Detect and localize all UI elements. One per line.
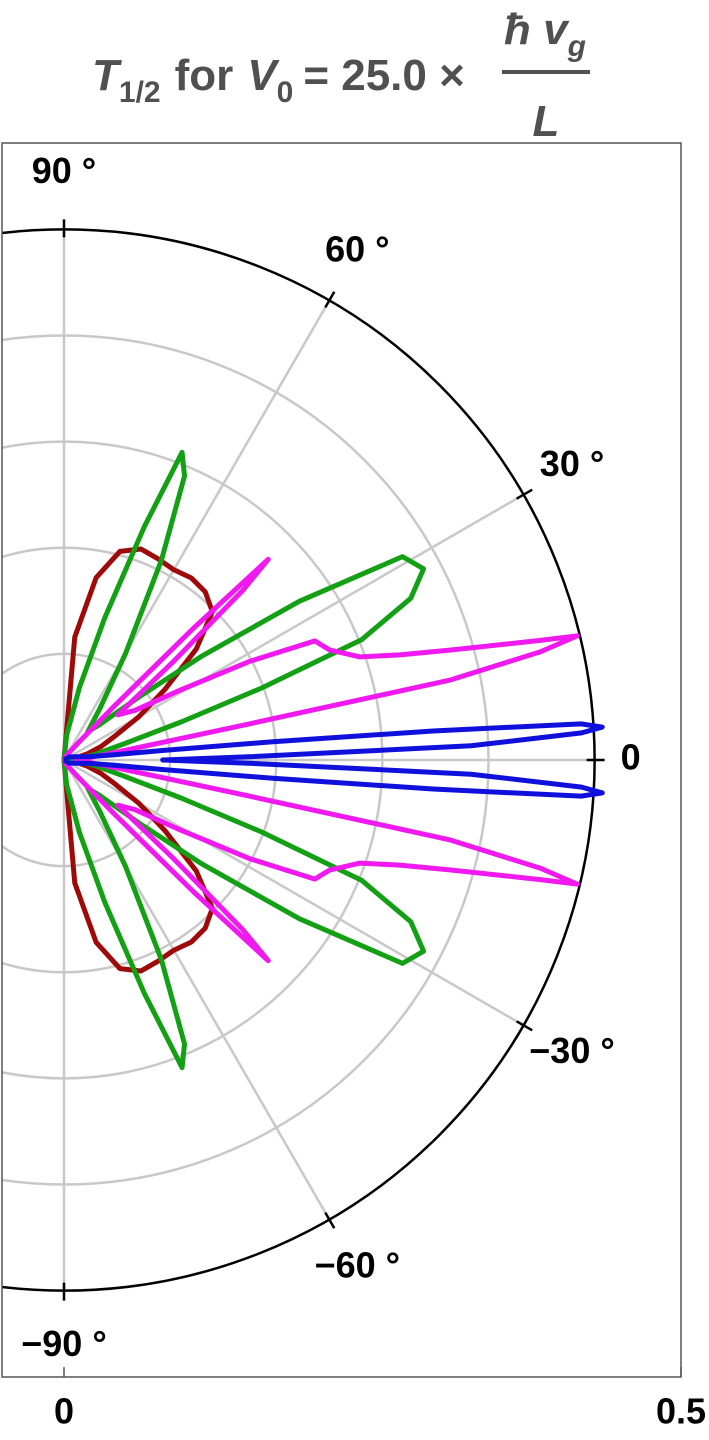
theta-tick-label: 90 ° bbox=[32, 150, 96, 191]
title-numerator: ħ vg bbox=[504, 5, 586, 63]
theta-tick-label: 0 bbox=[621, 737, 641, 778]
theta-tick-label: −90 ° bbox=[21, 1323, 106, 1364]
theta-tick bbox=[324, 1211, 336, 1229]
plot-area bbox=[2, 228, 605, 1292]
title-part: V bbox=[247, 51, 280, 100]
title-denominator: L bbox=[533, 97, 560, 146]
grid-spoke bbox=[62, 759, 331, 1221]
title-part: ħ v bbox=[504, 5, 570, 54]
title-part: 0 bbox=[277, 76, 294, 109]
theta-tick bbox=[324, 291, 336, 309]
frame bbox=[1, 142, 682, 1378]
theta-tick bbox=[515, 488, 533, 500]
title-part: g bbox=[567, 30, 586, 63]
theta-tick bbox=[515, 1020, 533, 1032]
series-line bbox=[62, 721, 605, 799]
theta-tick-label: 30 ° bbox=[540, 443, 604, 484]
r-tick-label: 0.5 bbox=[656, 1391, 706, 1432]
series-line bbox=[61, 556, 580, 964]
grid-spoke bbox=[62, 299, 331, 761]
theta-tick-label: −30 ° bbox=[529, 1030, 614, 1071]
axes: 90 ° 60 ° 30 ° 0 −30 ° −60 ° −90 ° 0 0.5 bbox=[21, 150, 706, 1432]
r-tick-label: 0 bbox=[54, 1391, 74, 1432]
title-part: for bbox=[175, 51, 234, 100]
title-part: = 25.0 × bbox=[303, 51, 464, 100]
theta-tick-label: −60 ° bbox=[315, 1245, 400, 1286]
title-text: T1/2 for V0 = 25.0 × bbox=[92, 51, 465, 109]
theta-tick-label: 60 ° bbox=[325, 228, 389, 269]
title-part: T bbox=[92, 51, 122, 100]
title-part: 1/2 bbox=[119, 76, 161, 109]
chart-title: T1/2 for V0 = 25.0 × ħ vg L bbox=[92, 5, 590, 146]
